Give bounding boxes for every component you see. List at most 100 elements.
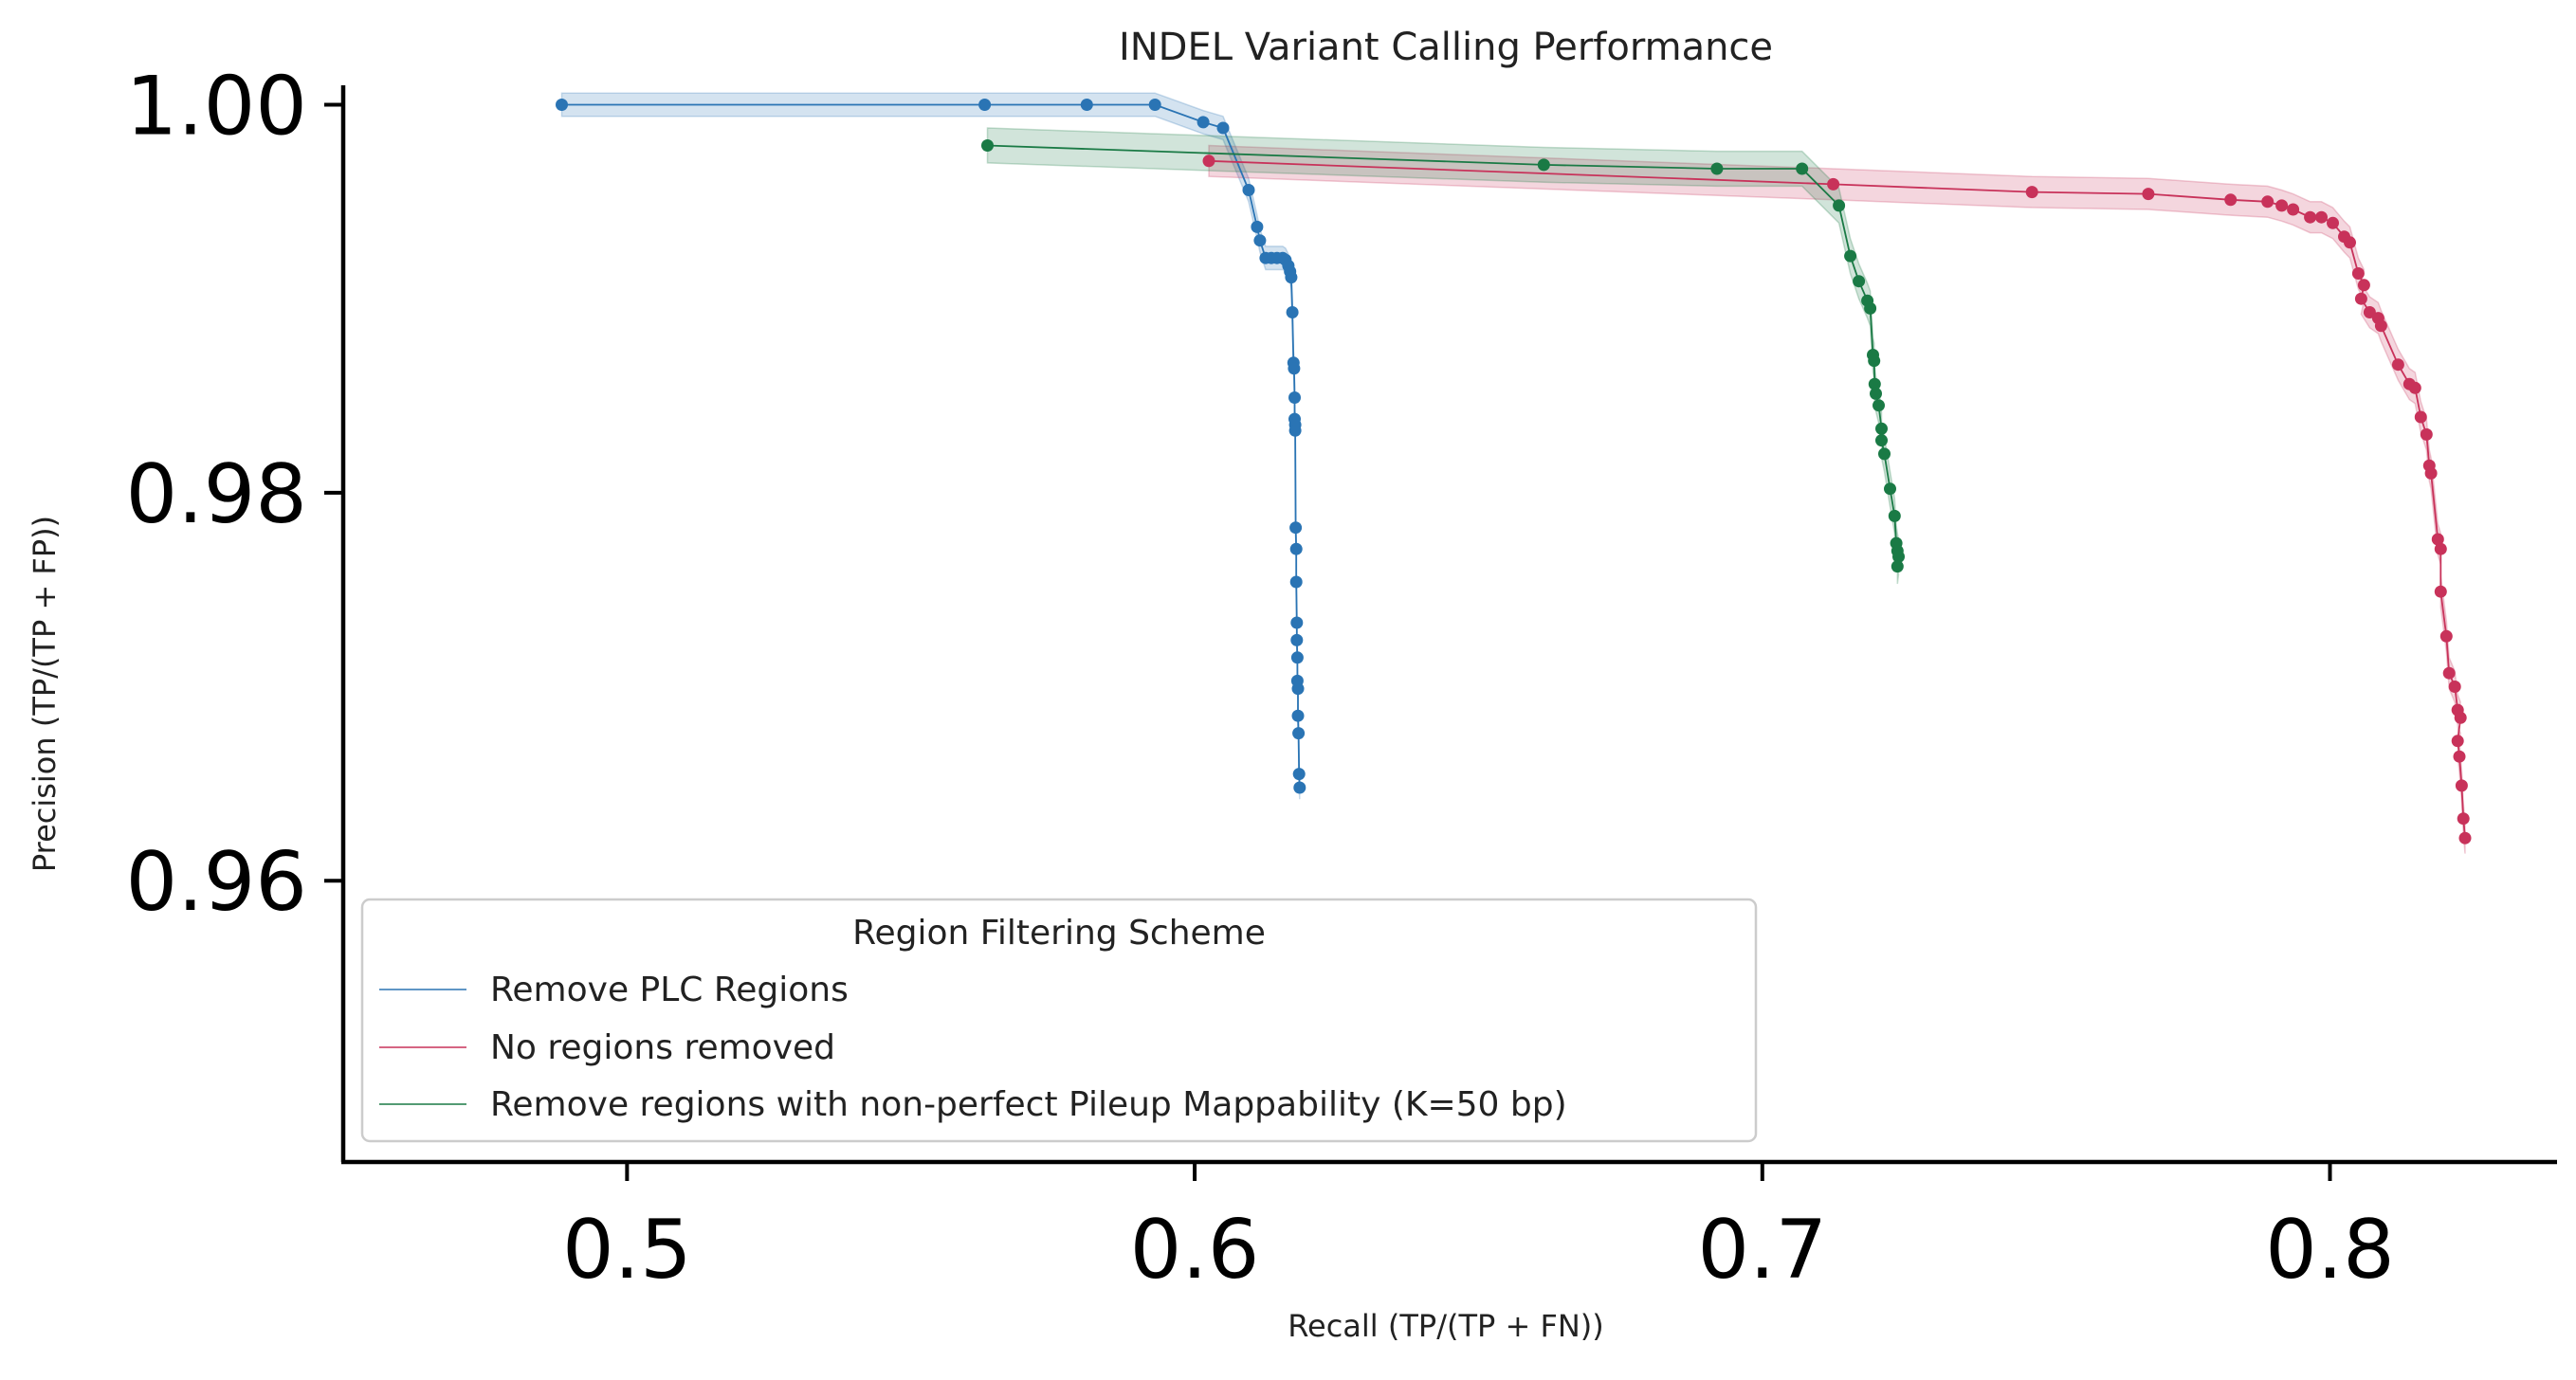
data-point [2351,267,2365,280]
data-point [1796,162,1809,175]
data-point [2424,466,2438,480]
data-point [1292,768,1306,781]
data-point [2454,711,2467,724]
data-point [2458,831,2472,844]
data-point [1288,424,1302,437]
data-point [2455,779,2468,792]
data-point [2420,427,2433,441]
data-point [2451,735,2464,748]
x-tick-label: 0.8 [2265,1203,2395,1298]
legend-label-mappability: Remove regions with non-perfect Pileup M… [490,1085,1567,1124]
data-point [2448,681,2461,693]
data-point [1864,301,1877,315]
legend-label-plc: Remove PLC Regions [490,971,849,1009]
data-point [1870,387,1882,400]
y-axis-label: Precision (TP/(TP + FP)) [27,516,63,872]
data-point [2304,210,2317,224]
data-point [2431,533,2444,546]
x-tick-label: 0.5 [562,1203,692,1298]
data-point [2287,203,2300,216]
data-point [2457,812,2470,826]
data-point [1868,377,1881,390]
data-point [2453,750,2466,763]
data-point [2354,292,2367,305]
data-point [1292,727,1306,740]
series-line [987,144,1900,567]
x-tick-label: 0.6 [1130,1203,1260,1298]
data-point [2414,410,2427,424]
data-point [2408,381,2421,394]
data-point [2374,319,2387,333]
data-point [1288,362,1301,375]
data-point [2275,199,2289,212]
data-point [1853,275,1866,288]
data-point [1833,199,1846,212]
data-point [1242,184,1255,196]
y-ticks: 0.96 0.98 1.00 [126,59,343,930]
data-point [978,99,992,111]
legend-label-none: No regions removed [490,1028,835,1067]
data-point [1148,99,1161,111]
data-point [2357,279,2370,292]
data-point [1202,154,1215,168]
data-point [2434,585,2447,598]
data-point [1290,633,1304,646]
data-point [1289,575,1303,589]
data-point [1878,447,1891,461]
legend: Region Filtering Scheme Remove PLC Regio… [360,898,1758,1143]
series-line [561,103,1301,789]
data-point [2439,629,2453,643]
confidence-band [560,92,1301,800]
data-point [1251,220,1264,233]
data-point [556,99,568,111]
confidence-bands [560,92,2466,854]
data-point [1888,509,1901,522]
data-point [1873,399,1885,412]
series-markers [556,99,2472,844]
x-axis-label: Recall (TP/(TP + FN)) [1288,1308,1604,1344]
data-point [2391,358,2404,372]
y-tick-label: 1.00 [126,59,307,154]
data-point [2142,188,2155,201]
data-point [1875,434,1888,447]
x-ticks: 0.5 0.6 0.7 0.8 [562,1162,2395,1298]
data-point [1288,391,1301,404]
data-point [1844,249,1857,263]
data-point [2434,542,2447,555]
confidence-band [1208,144,2466,854]
data-point [1253,234,1267,247]
data-point [1291,682,1305,696]
series-line [1208,159,2466,839]
data-point [1875,422,1888,435]
data-point [2327,216,2339,229]
y-tick-label: 0.96 [126,835,307,930]
data-point [1884,482,1896,496]
data-point [1285,271,1298,284]
data-point [1892,550,1905,563]
data-point [2442,666,2456,680]
data-point [1197,116,1210,129]
data-point [1289,521,1303,535]
data-point [1293,781,1306,794]
data-point [1291,709,1305,722]
legend-title: Region Filtering Scheme [852,914,1266,953]
data-point [1868,354,1881,368]
chart-title: INDEL Variant Calling Performance [1119,26,1773,69]
y-tick-label: 0.98 [126,447,307,542]
legend-box [360,898,1758,1143]
data-point [1289,542,1303,555]
data-point [2224,193,2238,207]
data-point [981,139,994,152]
series-lines [561,103,2466,839]
data-point [1290,616,1304,629]
data-point [1827,177,1840,191]
data-point [1080,99,1093,111]
data-point [1891,560,1904,573]
axes [340,85,2557,1165]
data-point [2315,210,2328,224]
data-point [2344,236,2356,249]
data-point [2025,186,2038,199]
data-point [1290,651,1304,664]
data-point [1537,158,1550,172]
